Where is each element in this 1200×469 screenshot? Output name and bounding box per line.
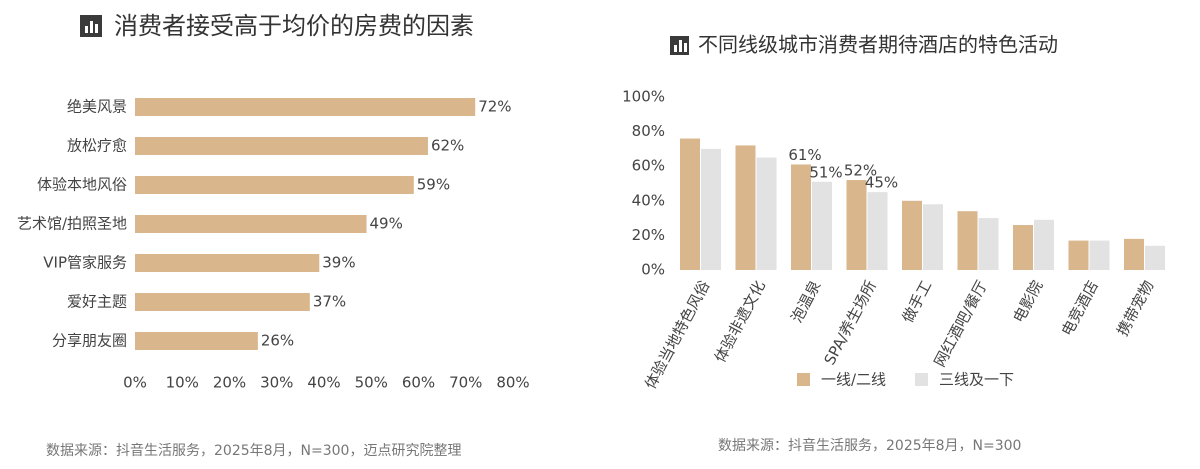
category-label: 艺术馆/拍照圣地 — [17, 215, 127, 233]
bar — [1089, 240, 1110, 270]
value-label: 62% — [431, 137, 464, 155]
chart-title: 消费者接受高于均价的房费的因素 — [114, 12, 474, 40]
source-note: 数据来源：抖音生活服务，2025年8月，N=300 — [718, 437, 1021, 454]
x-tick-label: 0% — [123, 374, 147, 392]
chart-title: 不同线级城市消费者期待酒店的特色活动 — [698, 33, 1058, 57]
bar — [701, 148, 721, 270]
x-tick-label: 50% — [355, 374, 388, 392]
y-tick-label: 100% — [622, 88, 665, 106]
bar — [812, 181, 832, 270]
bar — [135, 254, 320, 272]
x-tick-label: 网红酒吧/餐厅 — [930, 278, 991, 370]
legend-label: 三线及一下 — [939, 371, 1014, 389]
x-tick-label: 30% — [260, 374, 293, 392]
bar — [680, 138, 700, 270]
bar — [923, 204, 943, 270]
x-tick-label: 体验非遗文化 — [711, 278, 769, 366]
x-tick-label: 70% — [449, 374, 482, 392]
y-tick-label: 20% — [632, 226, 665, 244]
value-label: 72% — [478, 98, 511, 116]
source-note: 数据来源：抖音生活服务，2025年8月，N=300，迈点研究院整理 — [46, 442, 461, 459]
value-label: 51% — [809, 163, 842, 181]
value-label: 26% — [261, 332, 294, 350]
category-label: 分享朋友圈 — [52, 332, 127, 350]
x-tick-label: 携带宠物 — [1113, 278, 1157, 339]
bar — [846, 180, 867, 270]
value-label: 39% — [322, 254, 355, 272]
title-icon — [670, 36, 689, 55]
category-label: VIP管家服务 — [43, 254, 127, 272]
bar — [135, 98, 476, 116]
category-label: 爱好主题 — [67, 293, 127, 311]
bar — [1068, 240, 1089, 270]
bar — [135, 176, 414, 194]
x-tick-label: 80% — [496, 374, 529, 392]
value-label: 45% — [865, 174, 898, 192]
bar — [1034, 219, 1054, 270]
x-tick-label: 做手工 — [898, 278, 935, 326]
category-label: 放松疗愈 — [67, 137, 127, 155]
category-label: 绝美风景 — [67, 98, 127, 116]
bar — [791, 164, 811, 270]
y-tick-label: 0% — [641, 261, 665, 279]
x-tick-label: 电影院 — [1009, 278, 1046, 326]
bar — [867, 192, 888, 270]
bar — [1013, 225, 1033, 270]
x-tick-label: 20% — [213, 374, 246, 392]
y-tick-label: 60% — [632, 157, 665, 175]
bar — [1145, 245, 1165, 270]
bar — [957, 211, 978, 270]
value-label: 52% — [844, 162, 877, 180]
bar — [902, 200, 922, 270]
title-icon — [80, 15, 102, 37]
value-label: 59% — [417, 176, 450, 194]
value-label: 49% — [370, 215, 403, 233]
x-tick-label: 10% — [166, 374, 199, 392]
bar — [978, 218, 999, 270]
bar — [735, 145, 756, 270]
bar — [135, 293, 310, 311]
value-label: 61% — [788, 146, 821, 164]
x-tick-label: 40% — [307, 374, 340, 392]
y-tick-label: 40% — [632, 191, 665, 209]
x-tick-label: 泡温泉 — [787, 278, 824, 326]
legend-label: 一线/二线 — [821, 371, 886, 389]
value-label: 37% — [313, 293, 346, 311]
legend-swatch — [915, 373, 928, 386]
bar — [1124, 238, 1144, 270]
bar — [756, 157, 777, 270]
x-tick-label: 电竞酒店 — [1058, 278, 1102, 339]
x-tick-label: SPA/养生场所 — [820, 278, 880, 369]
bar — [135, 215, 367, 233]
bar — [135, 137, 428, 155]
bar — [135, 332, 258, 350]
legend-swatch — [797, 373, 810, 386]
category-label: 体验本地风俗 — [37, 176, 127, 194]
x-tick-label: 60% — [402, 374, 435, 392]
x-tick-label: 体验当地特色风俗 — [641, 278, 713, 392]
y-tick-label: 80% — [632, 122, 665, 140]
